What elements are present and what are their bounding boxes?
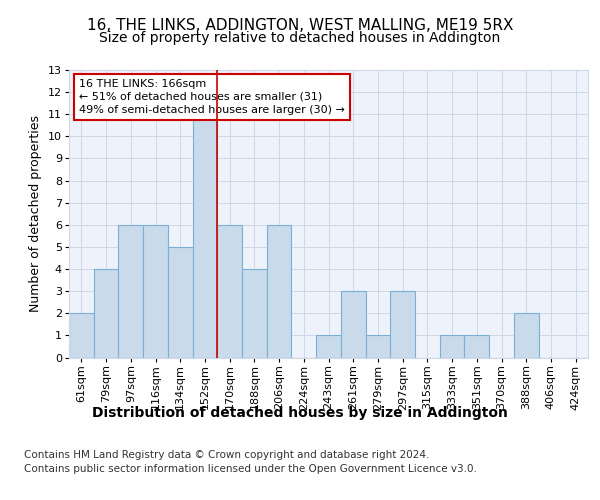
Bar <box>365 336 390 357</box>
Bar <box>143 225 168 358</box>
Text: 16, THE LINKS, ADDINGTON, WEST MALLING, ME19 5RX: 16, THE LINKS, ADDINGTON, WEST MALLING, … <box>87 18 513 32</box>
Text: Size of property relative to detached houses in Addington: Size of property relative to detached ho… <box>100 31 500 45</box>
Y-axis label: Number of detached properties: Number of detached properties <box>29 116 43 312</box>
Bar <box>390 291 415 358</box>
Bar <box>69 314 94 358</box>
Bar <box>464 336 489 357</box>
Bar <box>193 114 217 358</box>
Bar <box>242 269 267 358</box>
Text: Distribution of detached houses by size in Addington: Distribution of detached houses by size … <box>92 406 508 419</box>
Text: 16 THE LINKS: 166sqm
← 51% of detached houses are smaller (31)
49% of semi-detac: 16 THE LINKS: 166sqm ← 51% of detached h… <box>79 78 345 115</box>
Text: Contains HM Land Registry data © Crown copyright and database right 2024.
Contai: Contains HM Land Registry data © Crown c… <box>24 450 477 474</box>
Bar <box>118 225 143 358</box>
Bar <box>341 291 365 358</box>
Bar <box>440 336 464 357</box>
Bar <box>267 225 292 358</box>
Bar <box>94 269 118 358</box>
Bar <box>316 336 341 357</box>
Bar <box>217 225 242 358</box>
Bar <box>168 247 193 358</box>
Bar <box>514 314 539 358</box>
